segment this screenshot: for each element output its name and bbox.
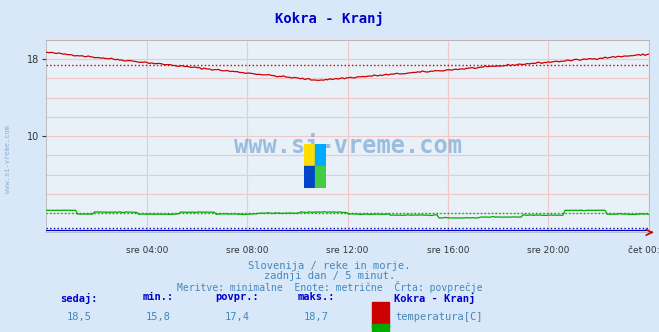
Text: povpr.:: povpr.: <box>215 292 259 302</box>
Bar <box>304 144 315 166</box>
Bar <box>372 302 389 327</box>
Text: 17,4: 17,4 <box>225 312 250 322</box>
Text: sre 16:00: sre 16:00 <box>427 246 470 255</box>
Text: sre 04:00: sre 04:00 <box>126 246 168 255</box>
Text: temperatura[C]: temperatura[C] <box>395 312 483 322</box>
Bar <box>304 166 315 188</box>
Text: zadnji dan / 5 minut.: zadnji dan / 5 minut. <box>264 271 395 281</box>
Text: min.:: min.: <box>142 292 174 302</box>
Bar <box>372 324 389 332</box>
Text: Slovenija / reke in morje.: Slovenija / reke in morje. <box>248 261 411 271</box>
Text: sre 12:00: sre 12:00 <box>326 246 369 255</box>
Text: www.si-vreme.com: www.si-vreme.com <box>234 134 461 158</box>
Bar <box>315 166 326 188</box>
Text: sre 20:00: sre 20:00 <box>527 246 569 255</box>
Text: sedaj:: sedaj: <box>61 292 98 303</box>
Text: 15,8: 15,8 <box>146 312 171 322</box>
Text: 18,7: 18,7 <box>304 312 329 322</box>
Text: Kokra - Kranj: Kokra - Kranj <box>275 12 384 26</box>
Text: Meritve: minimalne  Enote: metrične  Črta: povprečje: Meritve: minimalne Enote: metrične Črta:… <box>177 281 482 292</box>
Text: www.si-vreme.com: www.si-vreme.com <box>5 125 11 193</box>
Text: čet 00:00: čet 00:00 <box>627 246 659 255</box>
Text: sre 08:00: sre 08:00 <box>225 246 268 255</box>
Text: maks.:: maks.: <box>298 292 335 302</box>
Bar <box>315 144 326 166</box>
Text: Kokra - Kranj: Kokra - Kranj <box>394 292 476 303</box>
Text: 18,5: 18,5 <box>67 312 92 322</box>
